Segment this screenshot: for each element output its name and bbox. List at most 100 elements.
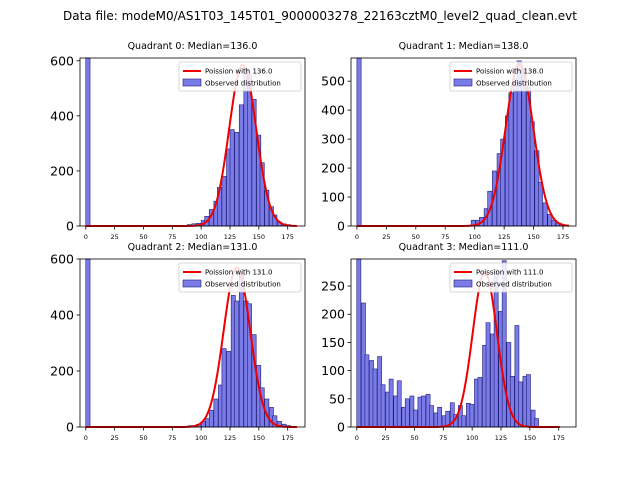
quadrant-3-axes: Quadrant 3: Median=111.0 0 25 50 75 100 125 150… [321,242,577,442]
legend-bar-swatch [453,279,473,288]
y-tick-label: 500 [321,74,345,89]
legend-line-label: Poission with 136.0 [205,68,273,76]
histogram-bar [221,348,227,428]
quadrant-1-axes: Quadrant 1: Median=138.0 0 25 50 75 100 125 150… [321,41,577,241]
x-tick-label: 0 [84,434,88,442]
y-tick-label: 0 [66,420,74,435]
x-tick-label: 25 [110,434,118,442]
quadrant-title: Quadrant 0: Median=136.0 [128,41,258,52]
y-tick-label: 0 [337,420,345,435]
legend-box [449,262,573,293]
legend-bar-label: Observed distribution [205,281,281,289]
x-tick-label: 50 [139,233,147,241]
y-tick-label: 400 [321,103,345,118]
quadrant-0-axes: Quadrant 0: Median=136.0 0 25 50 75 100 125 150… [50,41,306,241]
y-tick-label: 600 [50,252,74,267]
y-tick-label: 200 [50,163,74,178]
x-tick-label: 0 [355,434,359,442]
x-tick-label: 100 [195,233,207,241]
legend-bar-label: Observed distribution [476,281,552,289]
y-tick-label: 100 [321,190,345,205]
x-tick-label: 175 [552,434,564,442]
histogram-bar [421,395,426,428]
legend-bar-swatch [453,78,473,87]
histogram-bar [413,409,418,428]
histogram-bar [521,69,527,227]
x-tick-label: 125 [495,434,507,442]
histogram-bar [437,406,442,428]
histogram-bar [485,322,491,428]
legend-box [178,61,302,92]
y-tick-label: 150 [321,335,345,350]
x-tick-label: 150 [524,434,536,442]
x-tick-label: 25 [382,233,390,241]
histogram-bar [396,380,402,428]
legend: Poission with 131.0 Observed distribution [178,262,302,293]
x-tick-label: 75 [168,434,176,442]
quadrant-2-axes: Quadrant 2: Median=131.0 0 25 50 75 100 125 150… [50,242,306,442]
axes-frame [350,258,577,428]
legend-bar-label: Observed distribution [476,80,552,88]
legend-box [449,61,573,92]
legend-bar-swatch [182,78,202,87]
legend-line-label: Poission with 111.0 [476,269,544,277]
histogram-bar [469,404,475,428]
legend-bar-swatch [182,279,202,288]
x-tick-label: 50 [139,434,147,442]
x-tick-label: 50 [412,233,420,241]
histogram-bar [356,57,362,227]
y-tick-label: 200 [321,161,345,176]
histogram-bar [229,129,235,227]
legend-box [178,262,302,293]
histogram-bar [208,409,214,428]
x-tick-label: 75 [439,434,447,442]
x-tick-label: 75 [441,233,449,241]
y-tick-label: 300 [321,132,345,147]
histogram-bar [493,268,499,428]
x-tick-label: 50 [410,434,418,442]
x-tick-label: 125 [498,233,510,241]
histogram-bar [238,272,244,428]
axes-frame [79,258,306,428]
legend: Poission with 138.0 Observed distribution [449,61,573,92]
histogram-bar [534,418,539,428]
histogram-bar [518,381,523,428]
y-tick-label: 0 [337,219,345,234]
quadrant-title: Quadrant 1: Median=138.0 [399,41,529,52]
x-tick-label: 125 [224,434,236,442]
x-tick-label: 150 [253,233,265,241]
x-tick-label: 150 [253,434,265,442]
x-tick-label: 0 [355,233,359,241]
y-tick-label: 0 [66,219,74,234]
x-tick-label: 175 [557,233,569,241]
y-tick-label: 400 [50,108,74,123]
histogram-bar [221,176,227,227]
legend: Poission with 111.0 Observed distribution [449,262,573,293]
histogram-bar [537,182,543,227]
histogram-bar [508,92,514,227]
x-tick-label: 75 [168,233,176,241]
histogram-bar [234,132,240,227]
y-tick-label: 200 [321,307,345,322]
quadrant-title: Quadrant 3: Median=111.0 [399,242,529,253]
y-tick-label: 100 [321,363,345,378]
y-tick-label: 600 [50,53,74,68]
histogram-bar [364,354,370,428]
x-tick-label: 25 [381,434,389,442]
y-tick-label: 250 [321,279,345,294]
histogram-bar [461,415,467,428]
legend-line-label: Poission with 131.0 [205,269,273,277]
histogram-bar [85,258,91,428]
histogram-bar [85,57,91,227]
histogram-bar [213,398,219,428]
x-tick-label: 100 [195,434,207,442]
histogram-bar [380,384,386,428]
histogram-bar [372,368,378,428]
legend: Poission with 136.0 Observed distribution [178,61,302,92]
x-tick-label: 175 [281,233,293,241]
x-tick-label: 150 [527,233,539,241]
x-tick-label: 125 [224,233,236,241]
histogram-bar [429,405,434,428]
histogram-bar [388,378,394,428]
